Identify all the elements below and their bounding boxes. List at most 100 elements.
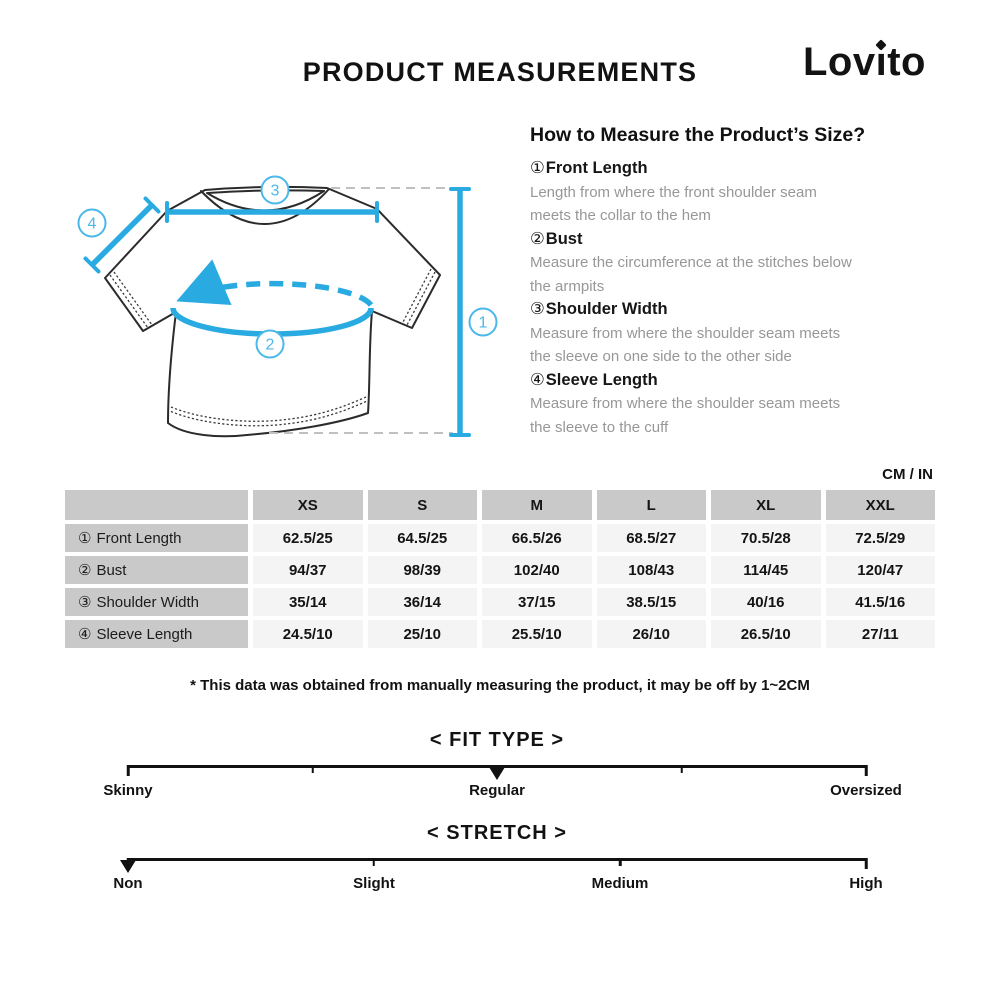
label-3: 3 — [271, 183, 280, 200]
table-cell: 94/37 — [253, 556, 363, 584]
tshirt-measurement-diagram: 3 4 1 2 — [77, 175, 498, 438]
stretch-scale: < STRETCH > Non Slight Medium High — [113, 822, 882, 895]
table-cell: 24.5/10 — [253, 620, 363, 648]
col-header-xl: XL — [711, 490, 821, 520]
stretch-label-slight: Slight — [353, 875, 395, 892]
right-cuff-stitch — [402, 268, 436, 326]
item-description: Length from where the front shoulder sea… — [530, 183, 817, 225]
how-to-item-front-length: ①Front Length Length from where the fron… — [530, 157, 944, 228]
fit-label-regular: Regular — [469, 782, 525, 799]
fit-type-scale: < FIT TYPE > Skinny Regular Oversized — [103, 729, 901, 802]
item-title: Sleeve Length — [545, 370, 658, 389]
item-number: ④ — [530, 370, 545, 389]
diagram-label-front-length: 1 — [468, 307, 498, 337]
fit-label-oversized: Oversized — [830, 782, 902, 799]
measurement-disclaimer: * This data was obtained from manually m… — [190, 677, 810, 694]
col-header-l: L — [596, 490, 706, 520]
table-cell: 70.5/28 — [711, 524, 821, 552]
item-number: ① — [530, 159, 545, 177]
fit-type-marker-icon — [489, 767, 505, 780]
item-title: Front Length — [545, 159, 648, 177]
page-title: PRODUCT MEASUREMENTS — [302, 57, 698, 87]
tick — [864, 858, 868, 869]
item-number: ③ — [530, 300, 545, 318]
table-cell: 25/10 — [367, 620, 477, 648]
stretch-axis — [120, 858, 868, 873]
col-header-xs: XS — [253, 490, 363, 520]
tick — [618, 858, 622, 866]
table-cell: 64.5/25 — [367, 524, 477, 552]
table-cell: 38.5/15 — [596, 588, 706, 616]
table-cell: 36/14 — [367, 588, 477, 616]
hem-stitch — [170, 396, 367, 427]
stretch-marker-icon — [120, 860, 136, 873]
table-cell: 114/45 — [711, 556, 821, 584]
sleeve-length-measure-line — [83, 196, 161, 274]
diagram-label-sleeve-length: 4 — [77, 208, 107, 238]
item-description: Measure from where the shoulder seam mee… — [530, 395, 841, 436]
item-description: Measure the circumference at the stitche… — [530, 254, 852, 295]
table-cell: 26.5/10 — [711, 620, 821, 648]
brand-logo: Lovı to — [802, 39, 926, 85]
tick — [864, 765, 868, 776]
table-cell: 98/39 — [367, 556, 477, 584]
stretch-label-high: High — [849, 875, 883, 892]
item-number: ② — [530, 229, 545, 248]
diagram-label-shoulder-width: 3 — [260, 175, 290, 205]
label-4: 4 — [88, 216, 97, 233]
table-corner-cell — [65, 490, 248, 520]
how-to-measure-section: How to Measure the Product’s Size? ①Fron… — [530, 124, 944, 439]
table-cell: 40/16 — [711, 588, 821, 616]
table-cell: 102/40 — [482, 556, 592, 584]
table-cell: 108/43 — [596, 556, 706, 584]
item-description: Measure from where the shoulder seam mee… — [530, 324, 841, 366]
stretch-label-medium: Medium — [591, 875, 649, 892]
front-length-measure-line — [449, 187, 471, 437]
table-cell: 62.5/25 — [253, 524, 363, 552]
tick — [680, 765, 683, 773]
col-header-s: S — [367, 490, 477, 520]
row-label-front-length: ① Front Length — [65, 524, 248, 552]
label-1: 1 — [479, 315, 488, 332]
left-cuff-stitch — [109, 271, 153, 329]
tick — [372, 858, 376, 866]
front-neckline — [200, 188, 330, 225]
row-label-shoulder-width: ③ Shoulder Width — [65, 588, 248, 616]
stretch-label-non: Non — [113, 875, 143, 892]
table-cell: 35/14 — [253, 588, 363, 616]
how-to-item-shoulder-width: ③Shoulder Width Measure from where the s… — [530, 298, 944, 369]
how-to-heading: How to Measure the Product’s Size? — [530, 124, 866, 146]
table-cell: 37/15 — [482, 588, 592, 616]
tick — [311, 765, 314, 773]
tshirt-outline — [104, 185, 441, 438]
how-to-item-bust: ②Bust Measure the circumference at the s… — [530, 228, 944, 299]
how-to-item-sleeve-length: ④Sleeve Length Measure from where the sh… — [530, 369, 944, 440]
unit-label: CM / IN — [882, 466, 933, 483]
fit-type-title: < FIT TYPE > — [429, 729, 565, 751]
stretch-title: < STRETCH > — [427, 822, 567, 844]
table-cell: 25.5/10 — [482, 620, 592, 648]
size-table: XS S M L XL XXL ① Front Length 62.5/25 64… — [65, 490, 935, 648]
item-title: Shoulder Width — [545, 300, 668, 318]
logo-letter-i: ı — [875, 39, 888, 84]
table-cell: 72.5/29 — [825, 524, 935, 552]
tick — [126, 765, 130, 776]
item-title: Bust — [545, 229, 583, 248]
logo-text-post: to — [887, 40, 926, 84]
col-header-m: M — [482, 490, 592, 520]
table-cell: 66.5/26 — [482, 524, 592, 552]
fit-label-skinny: Skinny — [103, 782, 153, 799]
table-cell: 27/11 — [825, 620, 935, 648]
table-cell: 68.5/27 — [596, 524, 706, 552]
row-label-sleeve-length: ④ Sleeve Length — [65, 620, 248, 648]
diagram-label-bust: 2 — [255, 329, 285, 359]
row-label-bust: ② Bust — [65, 556, 248, 584]
fit-type-axis — [126, 765, 868, 780]
logo-text-pre: Lov — [802, 40, 876, 84]
shoulder-width-measure-line — [165, 201, 379, 223]
col-header-xxl: XXL — [825, 490, 935, 520]
table-cell: 120/47 — [825, 556, 935, 584]
table-cell: 41.5/16 — [825, 588, 935, 616]
table-cell: 26/10 — [596, 620, 706, 648]
